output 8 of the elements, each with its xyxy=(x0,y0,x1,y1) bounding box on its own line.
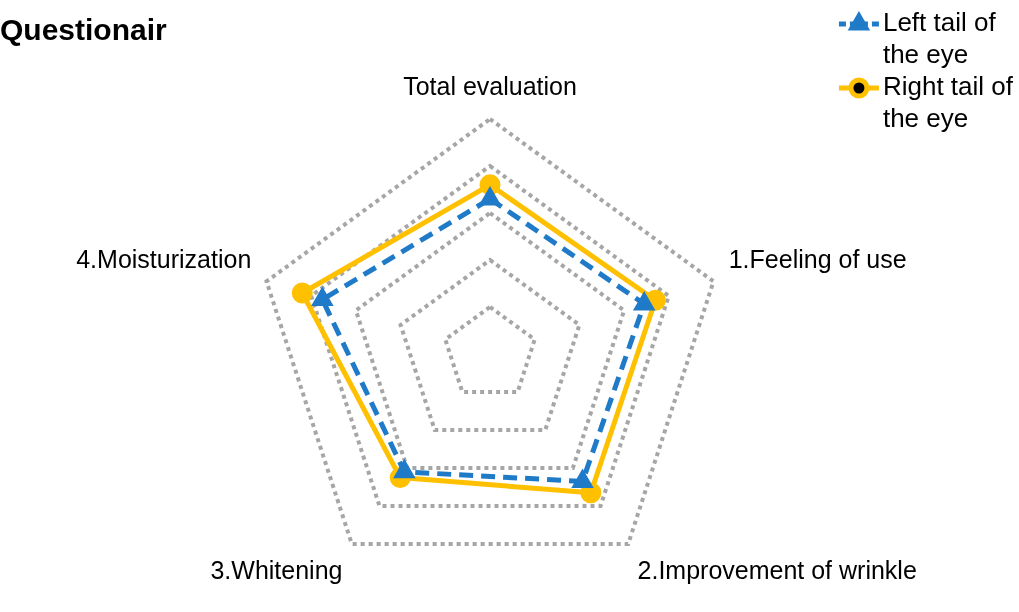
spoke-label: 1.Feeling of use xyxy=(728,245,907,274)
spoke-label: Total evaluation xyxy=(403,71,577,100)
chart-title: Questionair xyxy=(0,13,168,47)
spoke-label: 4.Moisturization xyxy=(76,245,252,274)
legend-label: Right tail of the eye xyxy=(882,71,1014,134)
spoke-label: 3.Whitening xyxy=(210,555,343,584)
spoke-label: 2.Improvement of wrinkle xyxy=(637,555,917,584)
legend-label: Left tail of the eye xyxy=(882,7,997,70)
